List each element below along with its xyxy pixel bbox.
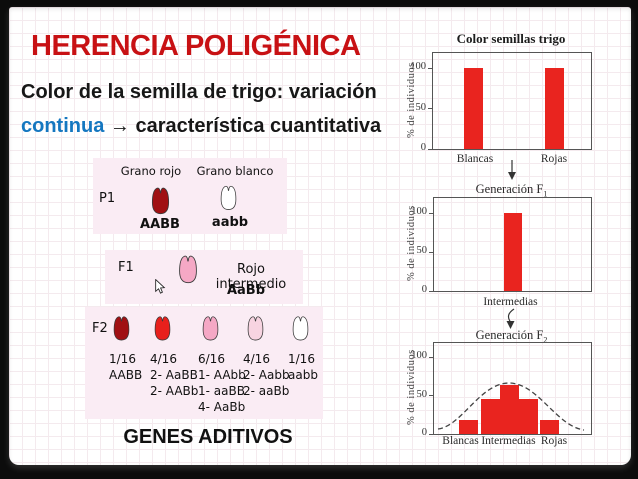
white-seed-icon [220, 185, 237, 210]
genes-aditivos-title: GENES ADITIVOS [123, 426, 293, 448]
y-tick-mark [428, 67, 433, 69]
seed-icon [247, 316, 264, 341]
y-tick-label: 50 [416, 388, 428, 400]
bar [519, 399, 538, 434]
y-tick-mark [429, 290, 434, 292]
y-tick-label: 50 [416, 245, 428, 256]
seed-icon [202, 316, 219, 341]
f1-phenotype-label: Rojo intermedio [215, 262, 287, 292]
bar [544, 68, 564, 149]
p1-genotype-right: aabb [211, 215, 249, 230]
chart-f1-generation: Generación F1% de individuos 0 50 100 Interm… [404, 182, 609, 310]
f2-fraction: 1/16 [109, 352, 136, 366]
x-category-label: Blancas [456, 153, 494, 165]
seed-icon [292, 316, 309, 341]
plot-area: 0 50 100 [411, 342, 592, 438]
y-tick-label: 100 [410, 61, 426, 72]
x-category-label: Intermedias [481, 435, 536, 447]
grano-blanco-label: Grano blanco [196, 164, 274, 178]
f2-fraction: 1/16 [288, 352, 315, 366]
down-arrow-icon [508, 160, 516, 180]
curved-down-arrow-icon [506, 308, 515, 329]
f1-label: F1 [118, 260, 134, 275]
seed-icon [113, 316, 130, 341]
page-title: HERENCIA POLIGÉNICA [31, 30, 361, 62]
bar [540, 420, 559, 434]
chart-title: Color semillas trigo [456, 31, 566, 46]
arrow-glyph: → [109, 115, 130, 137]
red-seed-icon [151, 187, 170, 215]
f1-genotype: AaBb [226, 283, 266, 298]
f1-generation-box: F1 Rojo intermedio AaBb [105, 250, 303, 304]
x-category-label: Rojas [540, 435, 568, 447]
f2-genotype: 2- AABb [150, 384, 199, 398]
grano-rojo-label: Grano rojo [120, 164, 182, 178]
subtitle-line2-rest: característica cuantitativa [135, 115, 382, 137]
y-tick-label: 0 [421, 284, 427, 295]
bar [463, 68, 483, 149]
chart-parental: Color semillas trigo% de individuos 0 50 10… [404, 31, 609, 173]
f2-label: F2 [92, 321, 108, 336]
continua-highlight: continua [21, 115, 105, 137]
f2-fraction: 6/16 [198, 352, 225, 366]
y-tick-label: 0 [420, 142, 426, 153]
x-category-label: Intermedias [483, 296, 538, 308]
seed-icon [154, 316, 171, 341]
f2-genotype: 4- AaBb [198, 400, 246, 414]
p1-genotype-left: AABB [140, 217, 180, 232]
y-tick-mark [429, 356, 434, 358]
bar [504, 213, 522, 291]
y-tick-mark [429, 433, 434, 435]
subtitle-line1: Color de la semilla de trigo: variación [21, 81, 377, 103]
f2-genotype: 2- aaBb [243, 384, 290, 398]
chart-title-subscript: 1 [543, 189, 548, 199]
f2-generation-box: F2 1/16 AABB 4/16 2- AaBB 2- AABb 6/16 1- AAbb… [85, 307, 323, 419]
x-category-label: Blancas [442, 435, 479, 447]
y-tick-mark [429, 212, 434, 214]
f2-genotype: aabb [288, 368, 318, 382]
mouse-cursor-icon [155, 279, 166, 294]
f2-genotype: 2- AaBB [150, 368, 198, 382]
bell-curve [437, 382, 585, 431]
chart-title: Generación F1 [475, 182, 548, 199]
f2-fraction: 4/16 [243, 352, 270, 366]
f2-fraction: 4/16 [150, 352, 177, 366]
plot-area: 0 50 100 [411, 197, 592, 295]
bar [459, 420, 478, 434]
p1-generation-box: Grano rojo Grano blanco P1 AABB aabb [93, 158, 287, 234]
chart-title-subscript: 2 [543, 335, 548, 345]
y-tick-label: 0 [421, 427, 427, 438]
slide: HERENCIA POLIGÉNICA Color de la semilla … [9, 7, 631, 465]
plot-area: 0 50 100 [410, 52, 592, 153]
y-tick-mark [429, 251, 434, 253]
f2-genotype: AABB [109, 368, 143, 382]
y-tick-label: 50 [415, 101, 427, 113]
chart-f2-generation: Generación F2% de individuos 0 50 100 Blanca… [404, 328, 609, 456]
y-tick-mark [429, 395, 434, 396]
chart-title: Generación F2 [475, 328, 548, 345]
bar [500, 384, 519, 434]
f2-genotype: 1- AAbb [198, 368, 246, 382]
y-tick-label: 100 [411, 350, 427, 361]
p1-label: P1 [99, 191, 116, 206]
subtitle-line2: continua → característica cuantitativa [21, 115, 411, 138]
y-tick-label: 100 [411, 206, 427, 217]
y-tick-mark [428, 148, 433, 150]
bar [480, 399, 500, 434]
f2-genotype: 2- Aabb [243, 368, 290, 382]
pink-seed-icon [179, 255, 197, 284]
x-category-label: Rojas [540, 153, 568, 165]
f2-genotype: 1- aaBB [198, 384, 245, 398]
y-tick-mark [428, 108, 433, 109]
